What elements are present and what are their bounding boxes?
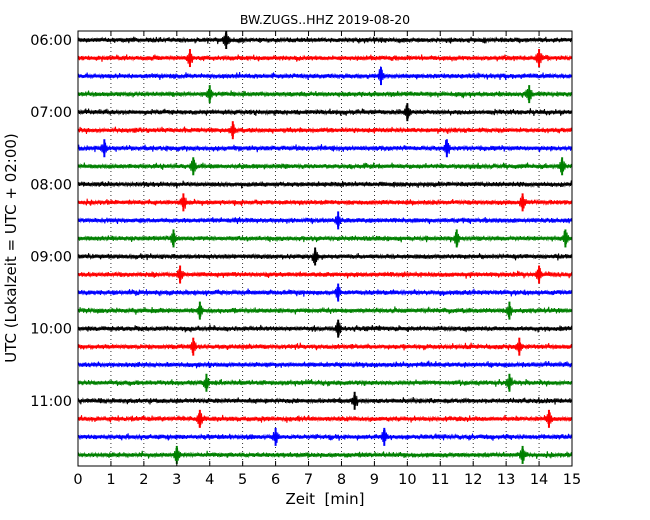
x-tick-label: 8 <box>337 472 346 488</box>
x-tick-label: 12 <box>464 472 482 488</box>
x-tick-label: 2 <box>139 472 148 488</box>
trace-line <box>77 377 573 391</box>
x-tick-label: 9 <box>370 472 379 488</box>
y-tick-label: 10:00 <box>30 322 72 338</box>
y-tick-label: 09:00 <box>30 249 72 265</box>
trace-line <box>77 412 573 428</box>
x-tick-label: 11 <box>431 472 449 488</box>
trace-line <box>77 139 573 155</box>
x-tick-label: 6 <box>271 472 280 488</box>
y-axis: 06:00 07:00 08:00 09:00 10:00 11:00 <box>30 33 572 410</box>
x-tick-label: 13 <box>497 472 515 488</box>
chart-title: BW.ZUGS..HHZ 2019-08-20 <box>240 12 410 27</box>
x-tick-label: 14 <box>530 472 548 488</box>
y-tick-label: 08:00 <box>30 177 72 193</box>
x-tick-label: 7 <box>304 472 313 488</box>
x-tick-label: 0 <box>73 472 82 488</box>
x-tick-label: 1 <box>106 472 115 488</box>
plot-frame <box>77 30 573 467</box>
x-axis: 0 1 2 3 4 5 6 7 8 9 10 11 12 13 14 15 <box>73 31 581 488</box>
x-tick-label: 3 <box>172 472 181 488</box>
y-tick-label: 06:00 <box>30 33 72 49</box>
trace-group <box>77 31 573 464</box>
x-axis-label: Zeit [min] <box>285 490 364 508</box>
trace-line <box>77 302 573 318</box>
x-tick-label: 5 <box>238 472 247 488</box>
y-tick-label: 11:00 <box>30 394 72 410</box>
trace-line <box>77 88 573 102</box>
y-axis-label: UTC (Lokalzeit = UTC + 02:00) <box>2 133 20 363</box>
y-tick-label: 07:00 <box>30 105 72 121</box>
trace-line <box>77 395 573 409</box>
x-tick-label: 4 <box>205 472 214 488</box>
x-tick-label: 10 <box>398 472 416 488</box>
x-tick-label: 15 <box>563 472 581 488</box>
trace-line <box>77 66 573 83</box>
